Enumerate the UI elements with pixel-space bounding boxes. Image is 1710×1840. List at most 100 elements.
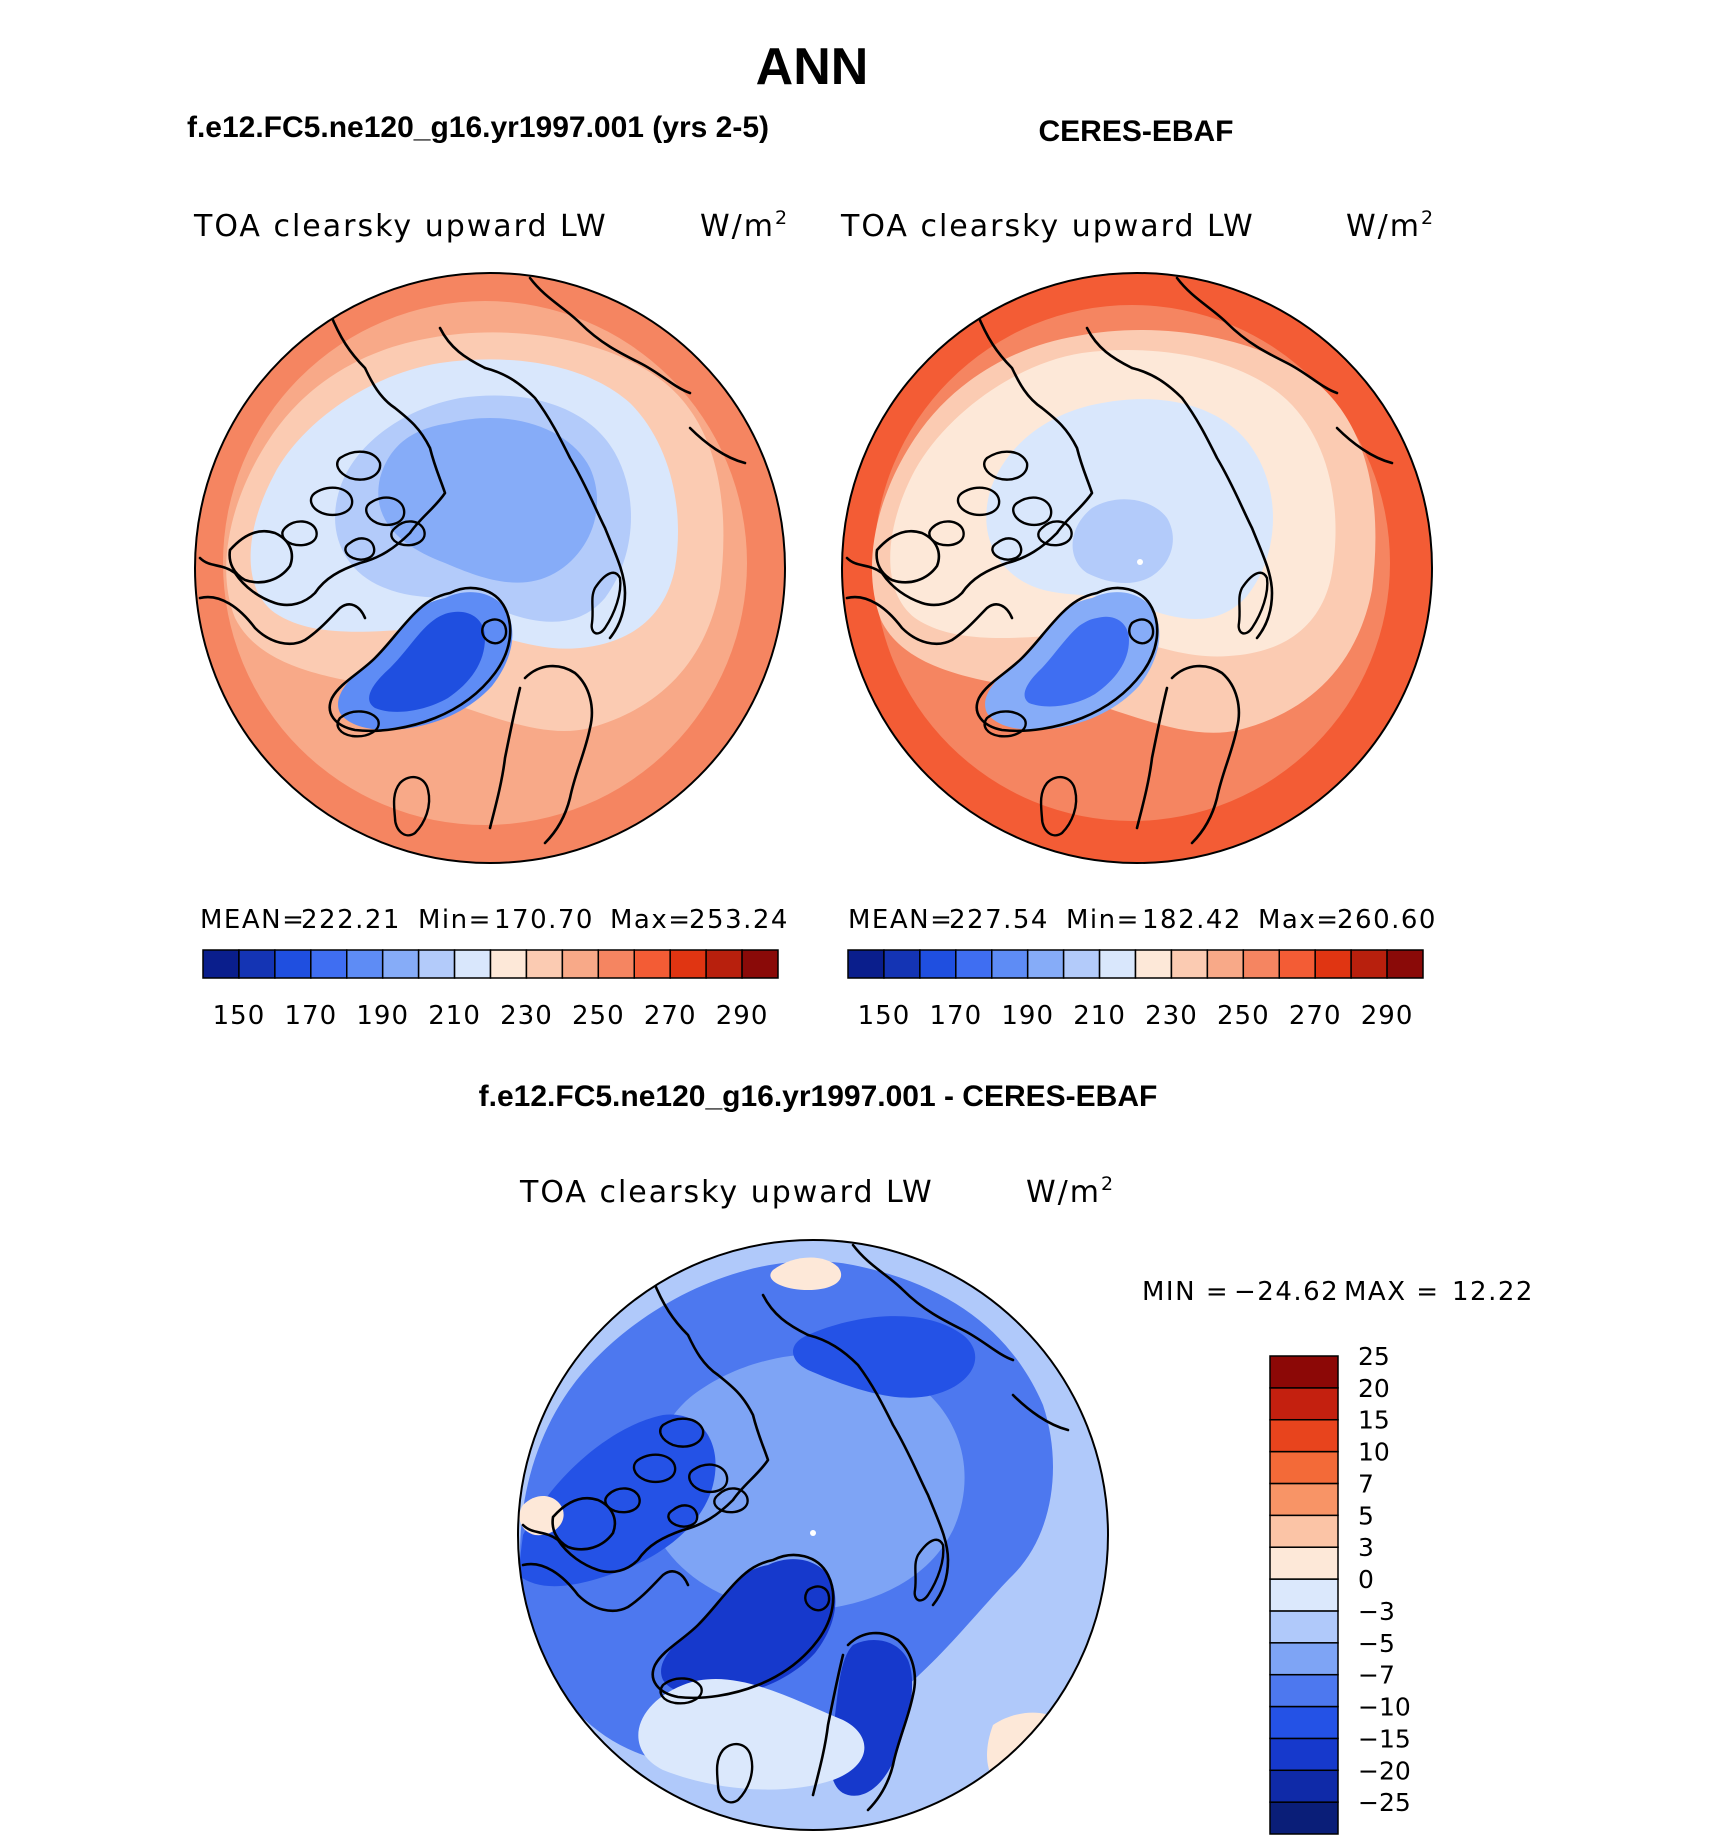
panel-obs-units-exp: 2 (1421, 207, 1435, 229)
region-greenland-core (369, 611, 485, 712)
colorbar-box (1269, 1450, 1339, 1485)
panel-obs-stat-min-value: 182.42 (1142, 905, 1242, 935)
figure-title: ANN (756, 38, 869, 96)
colorbar-tick-label: 270 (644, 1001, 697, 1031)
colorbar-tick-label: 170 (929, 1001, 982, 1031)
region-warm-patch-3 (770, 1257, 842, 1290)
colorbar-box (525, 949, 564, 979)
panel-obs-stat-mean-value: 227.54 (949, 905, 1049, 935)
colorbar-tick-label: 7 (1358, 1469, 1374, 1498)
colorbar-box (1269, 1387, 1339, 1421)
colorbar-tick-label: 10 (1358, 1438, 1390, 1467)
panel-obs-map-outline (841, 272, 1433, 864)
colorbar-box (669, 949, 707, 979)
colorbar-box (1269, 1737, 1339, 1772)
panel-obs-stat-min-label: Min= (1066, 905, 1140, 935)
panel-obs-case-title: CERES-EBAF (1038, 115, 1233, 148)
region-warm-patch-1 (987, 1712, 1074, 1791)
panel-obs-stat-max-value: 260.60 (1337, 905, 1437, 935)
region-north-america-2 (793, 1316, 976, 1398)
colorbar-tick-label: −25 (1358, 1788, 1411, 1817)
panel-obs-stat-max-label: Max= (1258, 905, 1340, 935)
colorbar-tick-label: 230 (1145, 1001, 1198, 1031)
panel-obs-units: W/m2 (1346, 207, 1435, 244)
colorbar-tick-label: −15 (1358, 1724, 1411, 1753)
colorbar-tick-label: 290 (1361, 1001, 1414, 1031)
colorbar-box (1269, 1355, 1339, 1389)
panel-diff-map-outline (517, 1239, 1109, 1831)
panel-model-units: W/m2 (700, 207, 789, 244)
panel-model-stat-mean-value: 222.21 (301, 905, 401, 935)
colorbar-box (633, 949, 671, 979)
colorbar-box (1269, 1418, 1339, 1453)
colorbar-box (1269, 1801, 1339, 1835)
colorbar-box (1269, 1769, 1339, 1803)
colorbar-tick-label: 150 (858, 1001, 911, 1031)
panel-diff-max-label: MAX = (1344, 1277, 1440, 1307)
colorbar-box (1269, 1546, 1339, 1580)
colorbar-tick-label: 170 (284, 1001, 337, 1031)
panel-diff-units-exp: 2 (1101, 1173, 1115, 1195)
colorbar-box (561, 949, 600, 979)
panel-obs-map (842, 273, 1432, 863)
panel-diff-units: W/m2 (1026, 1173, 1115, 1210)
colorbar-tick-label: 210 (428, 1001, 481, 1031)
panel-model-units-base: W/m (700, 209, 775, 244)
colorbar-box (883, 949, 921, 979)
panel-model-case-title: f.e12.FC5.ne120_g16.yr1997.001 (yrs 2-5) (187, 111, 769, 144)
colorbar-tick-label: −10 (1358, 1693, 1411, 1722)
region-arctic-ocean (649, 1353, 965, 1611)
colorbar-tick-label: 230 (500, 1001, 553, 1031)
panel-diff-minmax: MIN = −24.62 MAX = 12.22 (1142, 1277, 1534, 1307)
colorbar-box (1269, 1578, 1339, 1612)
colorbar-tick-label: 250 (572, 1001, 625, 1031)
colorbar-box (1098, 949, 1137, 979)
panel-model-stat-max-value: 253.24 (689, 905, 789, 935)
panel-model-colorbar: 150 170 190 210 230 250 270 290 (202, 949, 779, 1031)
colorbar-box (1278, 949, 1316, 979)
colorbar-tick-label: 190 (1001, 1001, 1054, 1031)
panel-model: f.e12.FC5.ne120_g16.yr1997.001 (yrs 2-5)… (187, 111, 789, 1031)
panel-obs-units-base: W/m (1346, 209, 1421, 244)
panel-model-stat-max-label: Max= (610, 905, 692, 935)
colorbar-tick-label: 290 (716, 1001, 769, 1031)
panel-diff-case-title: f.e12.FC5.ne120_g16.yr1997.001 - CERES-E… (479, 1080, 1158, 1113)
colorbar-box (1269, 1705, 1339, 1740)
colorbar-box (1062, 949, 1101, 979)
panel-diff-min-label: MIN = (1142, 1277, 1229, 1307)
colorbar-tick-label: 0 (1358, 1565, 1374, 1594)
colorbar-tick-label: 25 (1358, 1342, 1390, 1371)
panel-model-units-exp: 2 (775, 207, 789, 229)
colorbar-box (1269, 1610, 1339, 1644)
panel-model-stat-mean-label: MEAN= (200, 905, 305, 935)
panel-model-map-outline (194, 272, 786, 864)
colorbar-box (453, 949, 492, 979)
panel-obs-stat-mean-label: MEAN= (848, 905, 953, 935)
panel-diff-units-base: W/m (1026, 1175, 1101, 1210)
colorbar-tick-label: 190 (356, 1001, 409, 1031)
colorbar-box (1386, 949, 1424, 979)
colorbar-tick-label: 5 (1358, 1501, 1374, 1530)
pole-hole (810, 1530, 816, 1536)
panel-diff: f.e12.FC5.ne120_g16.yr1997.001 - CERES-E… (479, 1080, 1534, 1835)
colorbar-box (1269, 1673, 1339, 1708)
colorbar-box (274, 949, 312, 979)
panel-obs-colorbar: 150 170 190 210 230 250 270 290 (847, 949, 1424, 1031)
colorbar-tick-label: 210 (1073, 1001, 1126, 1031)
colorbar-box (1269, 1642, 1339, 1676)
colorbar-box (238, 949, 276, 979)
colorbar-box (741, 949, 779, 979)
region-north-atlantic (638, 1679, 865, 1790)
colorbar-box (1314, 949, 1352, 979)
colorbar-box (1206, 949, 1245, 979)
colorbar-box (381, 949, 420, 979)
panel-model-stat-min-value: 170.70 (494, 905, 594, 935)
panel-diff-colorbar: −25 −20 −15−10 −7 −5 −3 0 3 5 710 15 20 25 (1269, 1342, 1411, 1835)
colorbar-tick-label: −7 (1358, 1661, 1395, 1690)
colorbar-box (1170, 949, 1209, 979)
colorbar-tick-label: 20 (1358, 1374, 1390, 1403)
colorbar-box (417, 949, 456, 979)
colorbar-tick-label: 3 (1358, 1533, 1374, 1562)
colorbar-tick-label: 150 (213, 1001, 266, 1031)
panel-diff-variable: TOA clearsky upward LW (519, 1175, 934, 1210)
